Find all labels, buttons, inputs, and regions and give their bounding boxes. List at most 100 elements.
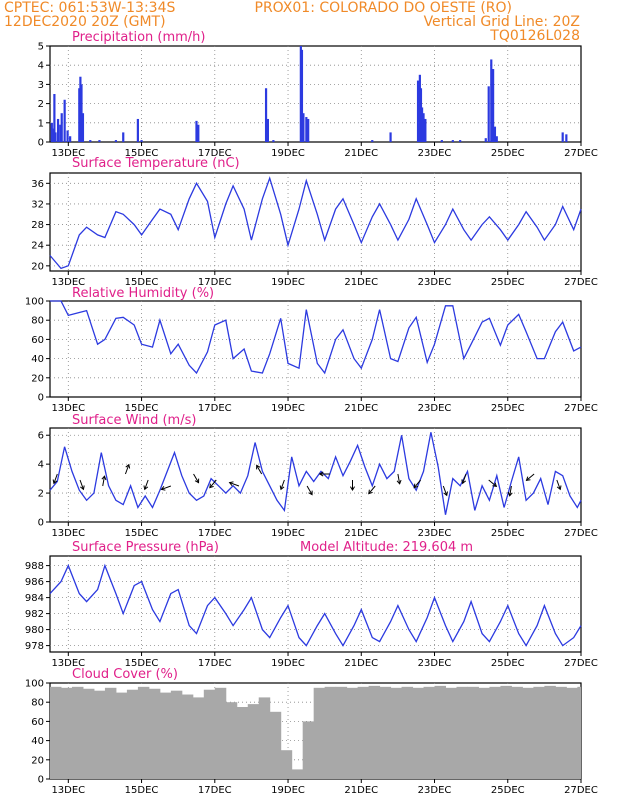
wind-arrow-shaft: [229, 482, 240, 487]
cloud-bar: [511, 686, 523, 779]
wind-xtick-label: 25DEC: [491, 528, 525, 539]
pressure-ytick-label: 988: [25, 561, 44, 572]
cloud-ytick-label: 40: [31, 736, 44, 747]
precip-bar: [484, 138, 487, 142]
temp-ytick-label: 32: [31, 199, 44, 210]
pressure-ytick-label: 984: [25, 593, 44, 604]
wind-arrow-shaft: [488, 479, 497, 487]
cloud-bar: [225, 702, 238, 779]
wind-arrow-shaft: [209, 479, 217, 488]
precip-bar: [389, 132, 392, 142]
wind-arrow-head: [194, 478, 200, 484]
wind-arrow: [160, 485, 172, 491]
wind-arrow: [488, 479, 498, 488]
wind-arrow-head: [349, 486, 355, 491]
cloud-bar: [247, 704, 260, 779]
cloud-bar: [104, 687, 117, 779]
pressure-ytick-label: 980: [25, 625, 44, 636]
wind-arrow: [124, 463, 131, 475]
precip-bar: [63, 99, 66, 142]
precip-bar: [264, 88, 268, 142]
rh-ytick-label: 20: [31, 373, 44, 384]
cloud-xtick-label: 27DEC: [564, 785, 598, 796]
pressure-xtick-label: 23DEC: [418, 658, 452, 669]
cloud-bar: [137, 686, 150, 779]
precip-bar: [305, 117, 308, 142]
wind-xtick-label: 15DEC: [125, 528, 159, 539]
precip-bar: [371, 140, 374, 142]
cloud-bar: [236, 707, 249, 779]
rh-xtick-label: 25DEC: [491, 403, 525, 414]
wind-arrow: [349, 480, 355, 491]
cloud-xtick-label: 23DEC: [418, 785, 452, 796]
cloud-ytick-label: 100: [25, 679, 44, 690]
cloud-bar: [302, 721, 315, 779]
wind-arrow-shaft: [397, 473, 401, 484]
precip-bar: [565, 134, 568, 142]
pressure-xtick-label: 25DEC: [491, 658, 525, 669]
wind-arrow-head: [492, 482, 498, 488]
temp-title: Surface Temperature (nC): [72, 156, 240, 171]
cloud-bar: [115, 692, 128, 779]
pressure-ytick-label: 982: [25, 609, 44, 620]
cloud-bar: [192, 697, 205, 779]
cloud-bar: [368, 685, 381, 779]
rh-xtick-label: 15DEC: [125, 403, 159, 414]
wind-xtick-label: 19DEC: [271, 528, 305, 539]
wind-arrow-shaft: [124, 464, 130, 475]
precip-bar: [197, 124, 200, 142]
pressure-ytick-label: 978: [25, 641, 44, 652]
cloud-bar: [489, 686, 501, 779]
precip-xtick-label: 27DEC: [564, 148, 598, 159]
temp-ytick-label: 36: [31, 179, 44, 190]
wind-arrow: [525, 473, 535, 482]
wind-arrow: [368, 485, 376, 495]
wind-ytick-label: 6: [38, 431, 44, 442]
wind-arrow-shaft: [102, 476, 105, 487]
temp-xtick-label: 19DEC: [271, 277, 305, 288]
wind-line: [49, 432, 582, 515]
cloud-ytick-label: 0: [38, 775, 44, 786]
wind-arrow: [318, 471, 330, 477]
cloud-bar: [390, 687, 403, 779]
precip-ytick-label: 0: [38, 138, 44, 149]
wind-arrow-head: [256, 464, 261, 470]
cloud-bar: [434, 685, 447, 779]
wind-arrow-shaft: [462, 473, 467, 484]
wind-arrow-head: [396, 479, 402, 485]
cloud-bar: [93, 690, 106, 779]
precip-bar: [459, 140, 462, 142]
wind-arrow-shaft: [144, 479, 149, 490]
pressure-line: [49, 563, 582, 647]
wind-arrow-head: [507, 491, 513, 497]
cloud-bar: [82, 688, 95, 779]
wind-arrow-shaft: [306, 485, 313, 495]
precip-bar: [59, 124, 62, 142]
precip-bar: [60, 113, 63, 142]
temp-ytick-label: 20: [31, 261, 44, 272]
rh-xtick-label: 19DEC: [271, 403, 305, 414]
cloud-ytick-label: 80: [31, 698, 44, 709]
precip-bar: [495, 136, 498, 142]
precip-bar: [561, 132, 564, 142]
panels-layer: 0 1 2 3 4 5 13DEC 15DEC 17DEC 19DEC 21DEC 23DEC 25DE…: [25, 42, 598, 797]
wind-arrow-head: [413, 483, 419, 489]
wind-panel: 0 2 4 6 13DEC 15DEC 17DEC 19DEC 21DEC 23DEC 25DEC 2…: [38, 427, 598, 539]
wind-arrow-shaft: [280, 479, 285, 490]
precip-xtick-label: 21DEC: [344, 148, 378, 159]
wind-arrow: [52, 473, 58, 485]
precip-bar: [89, 140, 92, 142]
cloud-bar: [50, 686, 62, 779]
precip-bar: [140, 140, 143, 142]
wind-arrow-shaft: [413, 479, 421, 488]
temp-xtick-label: 15DEC: [125, 277, 159, 288]
cloud-bar: [544, 685, 556, 779]
wind-arrow: [228, 481, 240, 487]
wind-arrow: [101, 475, 107, 487]
cloud-bar: [522, 687, 534, 779]
wind-arrow-head: [461, 479, 467, 485]
wind-arrow-head: [556, 485, 562, 491]
rh-line: [50, 300, 582, 375]
precip-bar: [98, 140, 101, 142]
